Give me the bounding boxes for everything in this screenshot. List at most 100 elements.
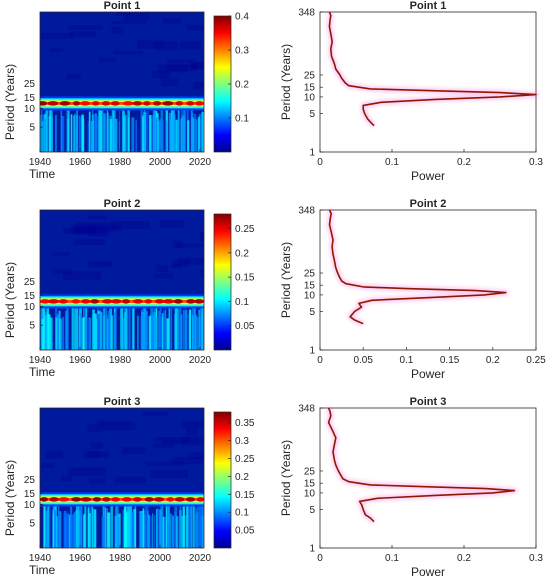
- heatmap-cell: [121, 447, 146, 455]
- heatmap-cell: [66, 74, 82, 80]
- heatmap-cell: [192, 502, 195, 548]
- heatmap-cell: [144, 302, 147, 350]
- heatmap-cell: [101, 110, 104, 152]
- heatmap-cell: [157, 64, 188, 73]
- spectrum-ytick-label: 1: [309, 544, 315, 555]
- heatmap-cell: [191, 104, 193, 152]
- scalogram-xtick-label: 2000: [149, 355, 172, 366]
- scalogram-ylabel: Period (Years): [3, 64, 17, 140]
- heatmap-cell: [142, 508, 145, 548]
- colorbar-tick-label: 0.3: [235, 436, 249, 447]
- heatmap-cell: [181, 115, 185, 152]
- heatmap-cell: [101, 423, 136, 431]
- heatmap-cell: [150, 469, 189, 479]
- heatmap-cell: [47, 506, 50, 548]
- colorbar-tick-label: 0.1: [235, 297, 249, 308]
- spectrum-xtick-label: 0.15: [440, 355, 460, 366]
- heatmap-cell: [141, 311, 144, 350]
- spectrum-line: [328, 11, 537, 127]
- scalogram-xtick-label: 1940: [29, 553, 52, 564]
- heatmap-cell: [123, 12, 150, 21]
- heatmap-cell: [53, 268, 73, 274]
- spectrum-xlabel: Power: [411, 169, 445, 183]
- spectrum-xtick-label: 0.05: [353, 355, 373, 366]
- heatmap-cell: [181, 515, 184, 548]
- scalogram-xtick-label: 2020: [189, 355, 212, 366]
- heatmap-cell: [182, 309, 185, 350]
- heatmap-cell: [75, 308, 79, 350]
- heatmap-cell: [179, 40, 201, 50]
- heatmap-cell: [151, 513, 154, 548]
- heatmap-cell: [165, 501, 168, 548]
- heatmap-cell: [163, 517, 167, 548]
- heatmap-peak: [102, 497, 111, 502]
- heatmap-peak: [111, 497, 120, 502]
- colorbar-tick-label: 0.2: [235, 248, 249, 259]
- spectrum-ylabel: Period (Years): [279, 440, 293, 516]
- colorbar-tick-label: 0.15: [235, 490, 255, 501]
- heatmap-cell: [177, 105, 180, 152]
- scalogram-ytick-label: 15: [24, 489, 36, 500]
- heatmap-cell: [118, 108, 121, 152]
- heatmap-cell: [113, 312, 116, 350]
- heatmap-cell: [168, 305, 171, 350]
- heatmap-peak: [111, 101, 120, 106]
- heatmap-peak: [186, 299, 196, 304]
- heatmap-cell: [71, 304, 74, 350]
- heatmap-cell: [41, 318, 45, 350]
- spectrum-ytick-label: 15: [304, 281, 316, 292]
- scalogram-ylabel: Period (Years): [3, 460, 17, 536]
- heatmap-cell: [62, 271, 102, 281]
- heatmap-cell: [191, 117, 195, 152]
- heatmap-cell: [69, 226, 107, 234]
- heatmap-cell: [77, 511, 80, 548]
- spectrum-frame: [319, 11, 537, 153]
- heatmap-cell: [185, 428, 197, 437]
- heatmap-cell: [127, 511, 130, 548]
- heatmap-cell: [174, 506, 178, 548]
- spectrum-xtick-label: 0.2: [457, 553, 471, 564]
- heatmap-peak: [186, 101, 195, 106]
- heatmap-cell: [189, 310, 192, 350]
- heatmap-cell: [143, 514, 146, 548]
- heatmap-cell: [71, 514, 74, 548]
- heatmap-cell: [106, 112, 109, 152]
- heatmap-cell: [185, 505, 189, 548]
- heatmap-cell: [40, 104, 43, 152]
- heatmap-peak: [162, 101, 174, 106]
- heatmap-peak: [153, 497, 165, 502]
- colorbar-tick-label: 0.2: [235, 472, 249, 483]
- scalogram-xlabel: Time: [29, 563, 56, 576]
- heatmap-cell: [113, 50, 144, 55]
- heatmap-cell: [191, 61, 204, 69]
- heatmap-cell: [142, 117, 144, 152]
- heatmap-peak: [40, 101, 48, 106]
- heatmap-cell: [55, 317, 58, 350]
- heatmap-peak: [81, 299, 91, 304]
- heatmap-cell: [153, 273, 173, 279]
- heatmap-cell: [132, 312, 135, 350]
- heatmap-cell: [63, 512, 66, 548]
- spectrum-ytick-label: 25: [304, 466, 316, 477]
- heatmap-peak: [40, 299, 50, 304]
- heatmap-peak: [174, 497, 185, 502]
- heatmap-cell: [162, 440, 186, 444]
- heatmap-cell: [52, 508, 54, 548]
- heatmap-cell: [94, 313, 97, 350]
- heatmap-cell: [169, 513, 172, 548]
- heatmap-cell: [176, 516, 179, 548]
- scalogram-title: Point 2: [104, 198, 141, 210]
- scalogram-xtick-label: 1980: [109, 157, 132, 168]
- heatmap-peak: [92, 101, 100, 106]
- heatmap-cell: [75, 221, 115, 231]
- colorbar-tick-label: 0.1: [235, 508, 249, 519]
- spectrum-ytick-label: 10: [304, 488, 316, 499]
- heatmap-cell: [84, 505, 87, 548]
- heatmap-peak: [163, 299, 174, 304]
- heatmap-cell: [45, 450, 64, 459]
- heatmap-cell: [181, 420, 204, 429]
- heatmap-cell: [166, 318, 170, 350]
- heatmap-cell: [144, 112, 147, 152]
- heatmap-cell: [127, 117, 130, 152]
